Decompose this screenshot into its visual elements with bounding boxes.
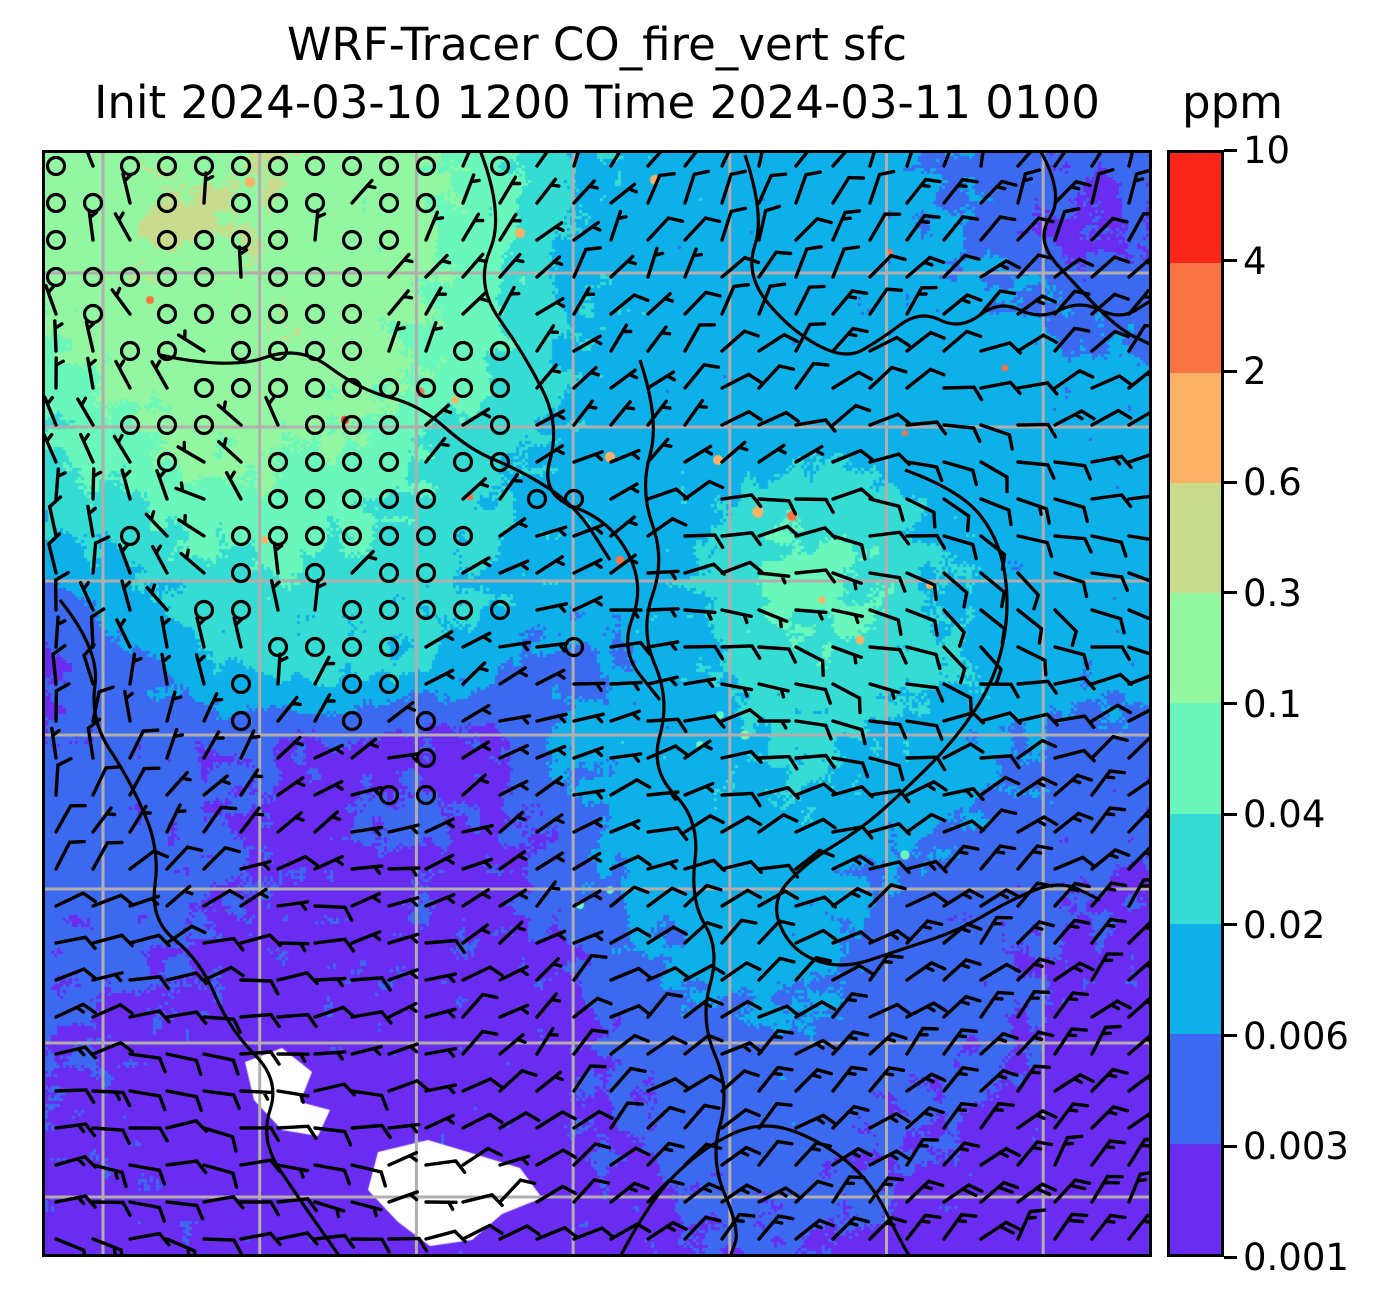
coastlines [58,150,1152,1257]
colorbar-tick-label: 10 [1243,129,1291,172]
calm-circles [45,155,585,806]
colorbar-band [1170,263,1221,374]
colorbar-tick-label: 0.3 [1243,571,1302,615]
colorbar-tick [1224,148,1237,152]
colorbar-band [1170,813,1221,924]
colorbar-unit-label: ppm [1182,76,1283,129]
colorbar-tick-label: 4 [1243,239,1267,283]
concentration-field [42,150,1152,1257]
colorbar-tick-label: 0.003 [1243,1125,1349,1169]
wind-barbs [42,150,1152,1257]
plot-title: WRF-Tracer CO_fire_vert sfc [286,18,908,71]
colorbar-band [1170,593,1221,704]
graticule [42,150,1152,1257]
colorbar-tick [1224,702,1237,705]
colorbar-tick [1224,923,1237,927]
colorbar-band [1170,703,1221,814]
colorbar-tick [1224,259,1237,263]
colorbar-tick [1224,1034,1237,1038]
colorbar-tick [1224,1255,1237,1259]
colorbar-tick [1224,1144,1237,1148]
colorbar-band [1170,373,1221,484]
colorbar-tick [1224,812,1237,816]
colorbar-band [1170,923,1221,1034]
colorbar-band [1170,483,1221,594]
colorbar-tick-label: 0.1 [1243,682,1302,726]
colorbar-tick-label: 0.02 [1243,903,1326,947]
map-border [42,150,1152,1257]
map-panel [42,150,1152,1257]
colorbar [1167,150,1224,1257]
colorbar-tick-label: 0.6 [1243,461,1302,505]
plot-subtitle: Init 2024-03-10 1200 Time 2024-03-11 010… [94,76,1100,129]
colorbar-band [1170,1143,1221,1254]
colorbar-tick-label: 0.04 [1243,793,1326,837]
colorbar-tick-label: 0.006 [1243,1014,1349,1058]
colorbar-tick [1224,369,1237,373]
colorbar-tick-label: 2 [1243,350,1267,394]
colorbar-tick-label: 0.001 [1243,1236,1349,1279]
colorbar-tick [1224,480,1237,484]
colorbar-tick [1224,591,1237,595]
colorbar-band [1170,153,1221,264]
colorbar-band [1170,1033,1221,1144]
